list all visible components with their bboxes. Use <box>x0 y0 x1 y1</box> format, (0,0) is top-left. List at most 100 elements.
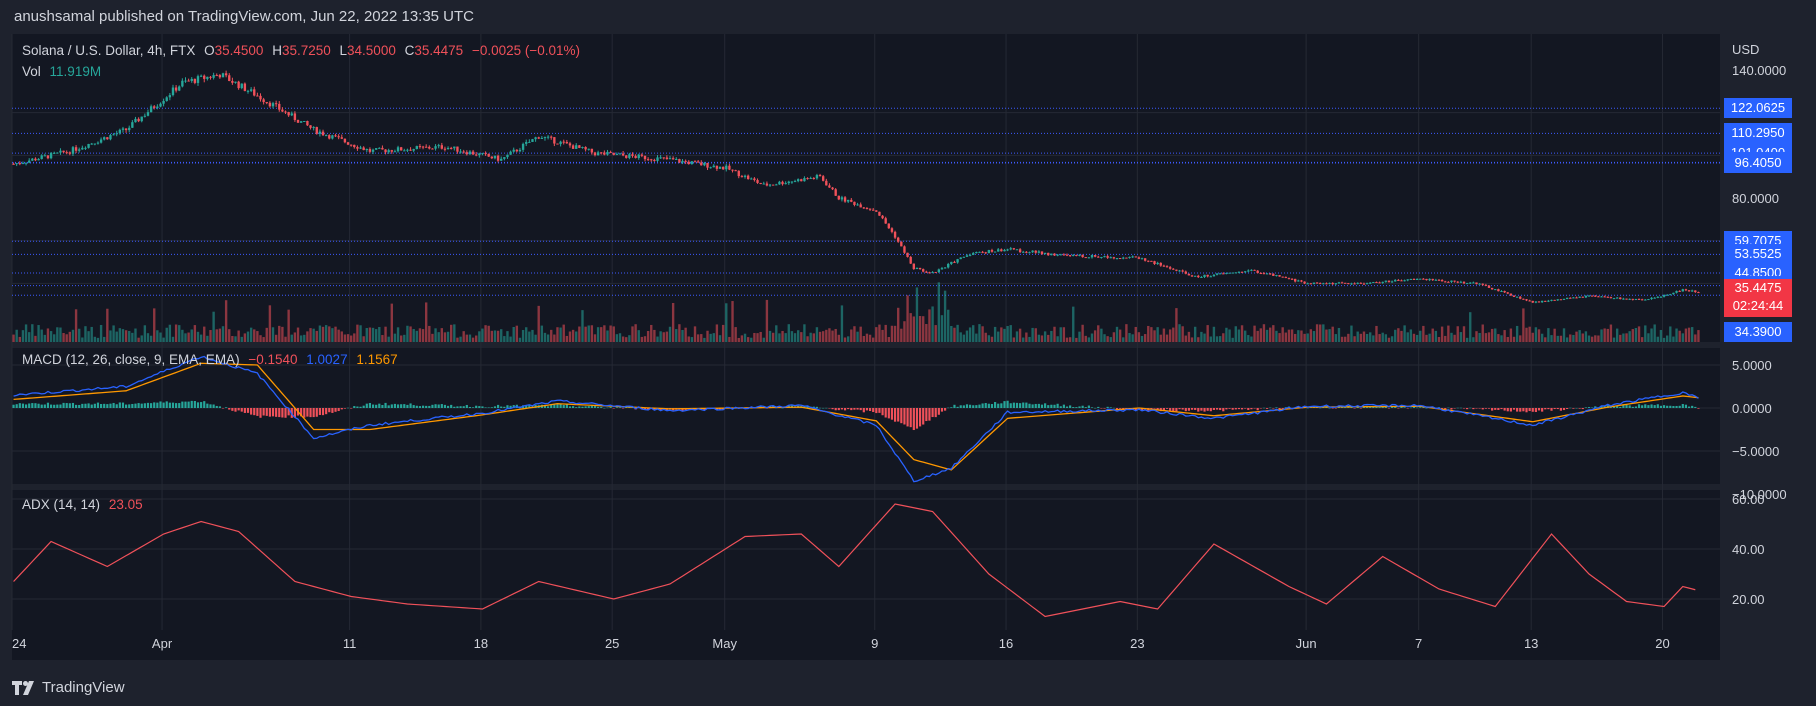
candle[interactable] <box>1162 264 1166 267</box>
candle[interactable] <box>990 248 994 253</box>
candle[interactable] <box>1200 276 1203 279</box>
candle[interactable] <box>653 158 656 162</box>
candle[interactable] <box>1243 270 1247 273</box>
candle[interactable] <box>1253 269 1256 271</box>
candle[interactable] <box>496 154 500 163</box>
candle[interactable] <box>312 126 315 131</box>
candle[interactable] <box>1365 282 1369 285</box>
candle[interactable] <box>1378 281 1381 284</box>
candle[interactable] <box>771 184 775 186</box>
candle[interactable] <box>1515 296 1519 298</box>
candle[interactable] <box>1512 295 1516 298</box>
candle[interactable] <box>450 146 453 150</box>
candle[interactable] <box>71 145 75 156</box>
candle[interactable] <box>1475 282 1478 285</box>
macd-label[interactable]: MACD (12, 26, close, 9, EMA, EMA) <box>22 352 240 367</box>
candle[interactable] <box>1065 253 1069 257</box>
candle[interactable] <box>193 78 197 85</box>
candle[interactable] <box>625 154 628 159</box>
candle[interactable] <box>1237 271 1241 274</box>
candle[interactable] <box>424 144 428 148</box>
candle[interactable] <box>1328 282 1331 285</box>
candle[interactable] <box>753 177 756 182</box>
candle[interactable] <box>137 117 140 123</box>
candle[interactable] <box>384 149 387 155</box>
candle[interactable] <box>1056 254 1059 257</box>
candle[interactable] <box>218 73 222 79</box>
candle[interactable] <box>262 97 265 105</box>
candle[interactable] <box>1281 276 1284 278</box>
candle[interactable] <box>593 151 597 157</box>
candle[interactable] <box>106 137 109 140</box>
candle[interactable] <box>56 152 59 154</box>
candle[interactable] <box>997 248 1000 252</box>
candle[interactable] <box>853 201 856 207</box>
candle[interactable] <box>284 110 287 115</box>
candle[interactable] <box>246 89 250 94</box>
candle[interactable] <box>1409 278 1413 280</box>
candle[interactable] <box>656 155 659 163</box>
candle[interactable] <box>28 158 31 164</box>
candle[interactable] <box>1106 254 1109 259</box>
candle[interactable] <box>1697 291 1700 294</box>
candle[interactable] <box>99 137 103 144</box>
candle[interactable] <box>231 77 234 85</box>
candle[interactable] <box>1050 253 1053 256</box>
candle[interactable] <box>374 148 378 150</box>
candle[interactable] <box>1143 258 1147 262</box>
candle[interactable] <box>209 75 212 80</box>
candle[interactable] <box>228 73 231 82</box>
candle[interactable] <box>1184 270 1187 275</box>
candle[interactable] <box>337 134 340 140</box>
candle[interactable] <box>278 101 281 112</box>
candle[interactable] <box>324 134 328 137</box>
candle[interactable] <box>296 119 300 123</box>
candle[interactable] <box>972 251 975 256</box>
candle[interactable] <box>506 154 509 159</box>
candle[interactable] <box>471 149 475 155</box>
candle[interactable] <box>1494 289 1497 291</box>
candle[interactable] <box>918 267 922 270</box>
candle[interactable] <box>1272 273 1275 276</box>
candle[interactable] <box>818 173 822 177</box>
candle[interactable] <box>606 149 609 156</box>
candle[interactable] <box>321 129 325 137</box>
candle[interactable] <box>587 148 590 151</box>
candle[interactable] <box>500 156 503 161</box>
candle[interactable] <box>1559 299 1563 301</box>
candle[interactable] <box>421 145 425 150</box>
candle[interactable] <box>181 78 184 88</box>
candle[interactable] <box>1428 278 1431 282</box>
candle[interactable] <box>203 74 206 83</box>
candle[interactable] <box>1606 296 1609 298</box>
candle[interactable] <box>340 134 343 140</box>
candle[interactable] <box>559 140 562 147</box>
candle[interactable] <box>775 183 778 186</box>
candle[interactable] <box>1375 281 1378 283</box>
candle[interactable] <box>1303 281 1306 285</box>
candle[interactable] <box>787 180 790 185</box>
candle[interactable] <box>537 136 540 140</box>
candle[interactable] <box>1012 247 1016 250</box>
candle[interactable] <box>743 174 747 179</box>
candle[interactable] <box>1528 299 1531 302</box>
candle[interactable] <box>1206 274 1209 278</box>
candle[interactable] <box>1228 272 1231 274</box>
candle[interactable] <box>1381 281 1384 284</box>
candle[interactable] <box>865 207 869 210</box>
candle[interactable] <box>378 147 381 149</box>
candle[interactable] <box>34 157 37 162</box>
candle[interactable] <box>1469 282 1472 285</box>
candle[interactable] <box>821 174 825 182</box>
candle[interactable] <box>1168 266 1172 270</box>
candle[interactable] <box>1644 299 1647 301</box>
candle[interactable] <box>446 146 450 150</box>
candle[interactable] <box>1290 278 1294 280</box>
candle[interactable] <box>571 144 575 149</box>
candle[interactable] <box>1175 269 1178 272</box>
candle[interactable] <box>603 150 606 156</box>
candle[interactable] <box>481 152 484 156</box>
candle[interactable] <box>224 70 228 78</box>
candle[interactable] <box>459 149 462 154</box>
adx-pane[interactable] <box>12 490 1720 630</box>
